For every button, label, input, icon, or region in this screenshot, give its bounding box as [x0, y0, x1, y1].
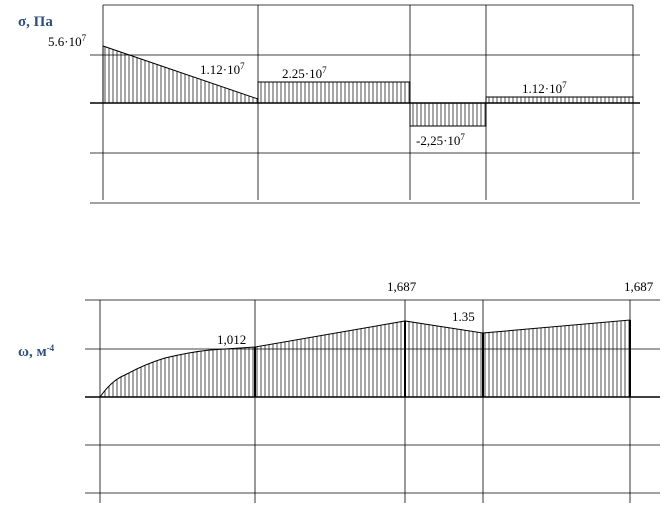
stress-label: -2,25·107 [416, 132, 465, 148]
label-base: 5.6·10 [48, 34, 82, 49]
omega-label: 1,012 [217, 332, 246, 347]
label-base: 1.12·10 [522, 81, 562, 96]
omega-axis-label: ω, м-4 [18, 343, 55, 360]
label-base: ω, м [18, 344, 47, 360]
label-base: 1.12·10 [200, 62, 240, 77]
label-exp: 7 [460, 132, 465, 142]
label-exp: 7 [562, 80, 567, 90]
omega-label: 1,687 [624, 279, 654, 294]
stress-label: 1.12·107 [200, 61, 245, 77]
stress-axis-label: σ, Па [18, 14, 53, 30]
stress-grid [90, 4, 640, 204]
stress-label: 1.12·107 [522, 80, 567, 96]
label-exp: 7 [82, 33, 87, 43]
label-base: 2.25·10 [282, 66, 322, 81]
omega-label: 1,687 [387, 279, 417, 294]
omega-epure [99, 319, 631, 398]
label-base: -2,25·10 [416, 133, 460, 148]
label-exp: -4 [47, 343, 55, 353]
label-exp: 7 [240, 61, 245, 71]
omega-label: 1.35 [452, 309, 475, 324]
stress-label: 5.6·107 [48, 33, 87, 49]
label-exp: 7 [322, 65, 327, 75]
stress-epure [102, 45, 634, 127]
stress-label: 2.25·107 [282, 65, 327, 81]
